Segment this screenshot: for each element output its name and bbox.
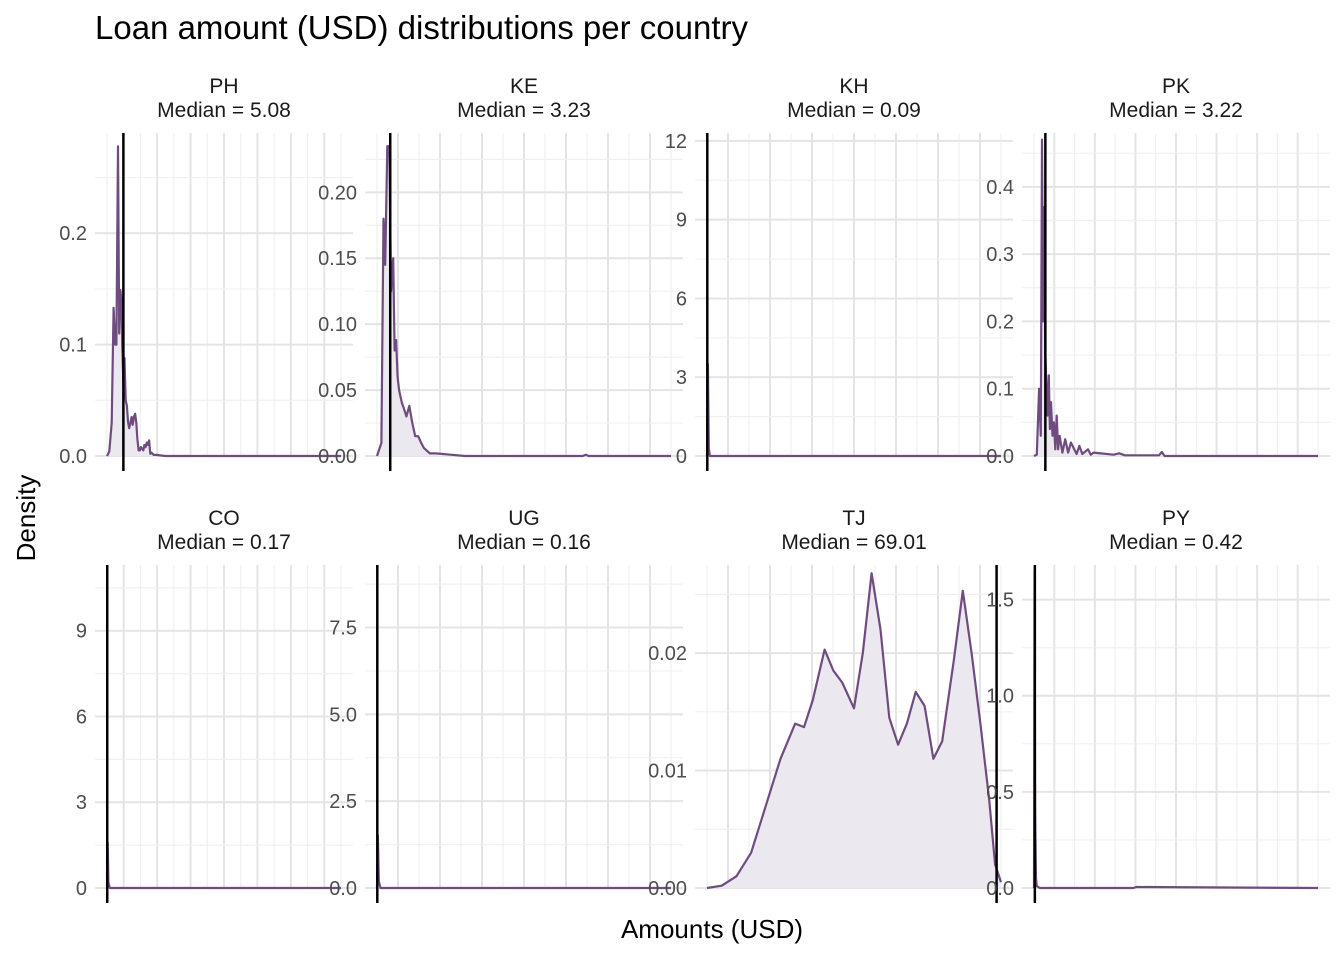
y-tick-label: 0.0 xyxy=(986,878,1014,900)
facet-label: TJ xyxy=(842,507,865,530)
y-tick-label: 2.5 xyxy=(329,791,357,813)
y-tick-label: 0.1 xyxy=(986,379,1014,401)
y-tick-label: 0.2 xyxy=(59,223,87,245)
facet-median-label: Median = 0.42 xyxy=(1109,531,1243,554)
y-tick-label: 1.5 xyxy=(986,590,1014,612)
y-tick-label: 6 xyxy=(76,706,87,728)
y-tick-label: 0.1 xyxy=(59,335,87,357)
x-axis-label: Amounts (USD) xyxy=(621,914,803,944)
y-axis-label: Density xyxy=(11,475,41,562)
facet-label: CO xyxy=(208,507,240,530)
facet-label: KE xyxy=(510,75,538,98)
facet-median-label: Median = 0.17 xyxy=(157,531,291,554)
y-tick-label: 0.02 xyxy=(648,643,687,665)
facet-label: PK xyxy=(1162,75,1190,98)
facet-median-label: Median = 3.22 xyxy=(1109,99,1243,122)
facet-label: UG xyxy=(508,507,540,530)
chart-title: Loan amount (USD) distributions per coun… xyxy=(95,9,748,46)
facet-label: PY xyxy=(1162,507,1190,530)
facet-median-label: Median = 3.23 xyxy=(457,99,591,122)
y-tick-label: 0.01 xyxy=(648,761,687,783)
y-tick-label: 7.5 xyxy=(329,618,357,640)
density-line xyxy=(106,145,341,458)
y-tick-label: 0.15 xyxy=(318,248,357,270)
y-tick-label: 0.0 xyxy=(329,878,357,900)
y-tick-label: 0 xyxy=(676,446,687,468)
y-tick-label: 0.10 xyxy=(318,314,357,336)
y-tick-label: 5.0 xyxy=(329,704,357,726)
y-tick-label: 1.0 xyxy=(986,686,1014,708)
y-tick-label: 0.20 xyxy=(318,182,357,204)
facet-median-label: Median = 0.16 xyxy=(457,531,591,554)
facet-median-label: Median = 0.09 xyxy=(787,99,921,122)
facet-label: KH xyxy=(839,75,868,98)
y-tick-label: 0 xyxy=(76,878,87,900)
y-tick-label: 0.00 xyxy=(648,878,687,900)
facet-median-label: Median = 5.08 xyxy=(157,99,291,122)
y-tick-label: 6 xyxy=(676,288,687,310)
y-tick-label: 0.0 xyxy=(59,446,87,468)
y-tick-label: 0.3 xyxy=(986,244,1014,266)
y-tick-label: 3 xyxy=(76,792,87,814)
facet-label: PH xyxy=(209,75,238,98)
y-tick-label: 0.05 xyxy=(318,380,357,402)
density-area xyxy=(707,573,1001,888)
y-tick-label: 3 xyxy=(676,367,687,389)
y-tick-label: 0.2 xyxy=(986,311,1014,333)
y-tick-label: 12 xyxy=(665,131,687,153)
y-tick-label: 0.4 xyxy=(986,177,1014,199)
y-tick-label: 0.00 xyxy=(318,446,357,468)
y-tick-label: 0.0 xyxy=(986,446,1014,468)
facet-median-label: Median = 69.01 xyxy=(781,531,926,554)
y-tick-label: 9 xyxy=(76,621,87,643)
y-tick-label: 9 xyxy=(676,210,687,232)
y-tick-label: 0.5 xyxy=(986,782,1014,804)
density-area xyxy=(377,146,671,456)
density-line xyxy=(706,572,1003,890)
